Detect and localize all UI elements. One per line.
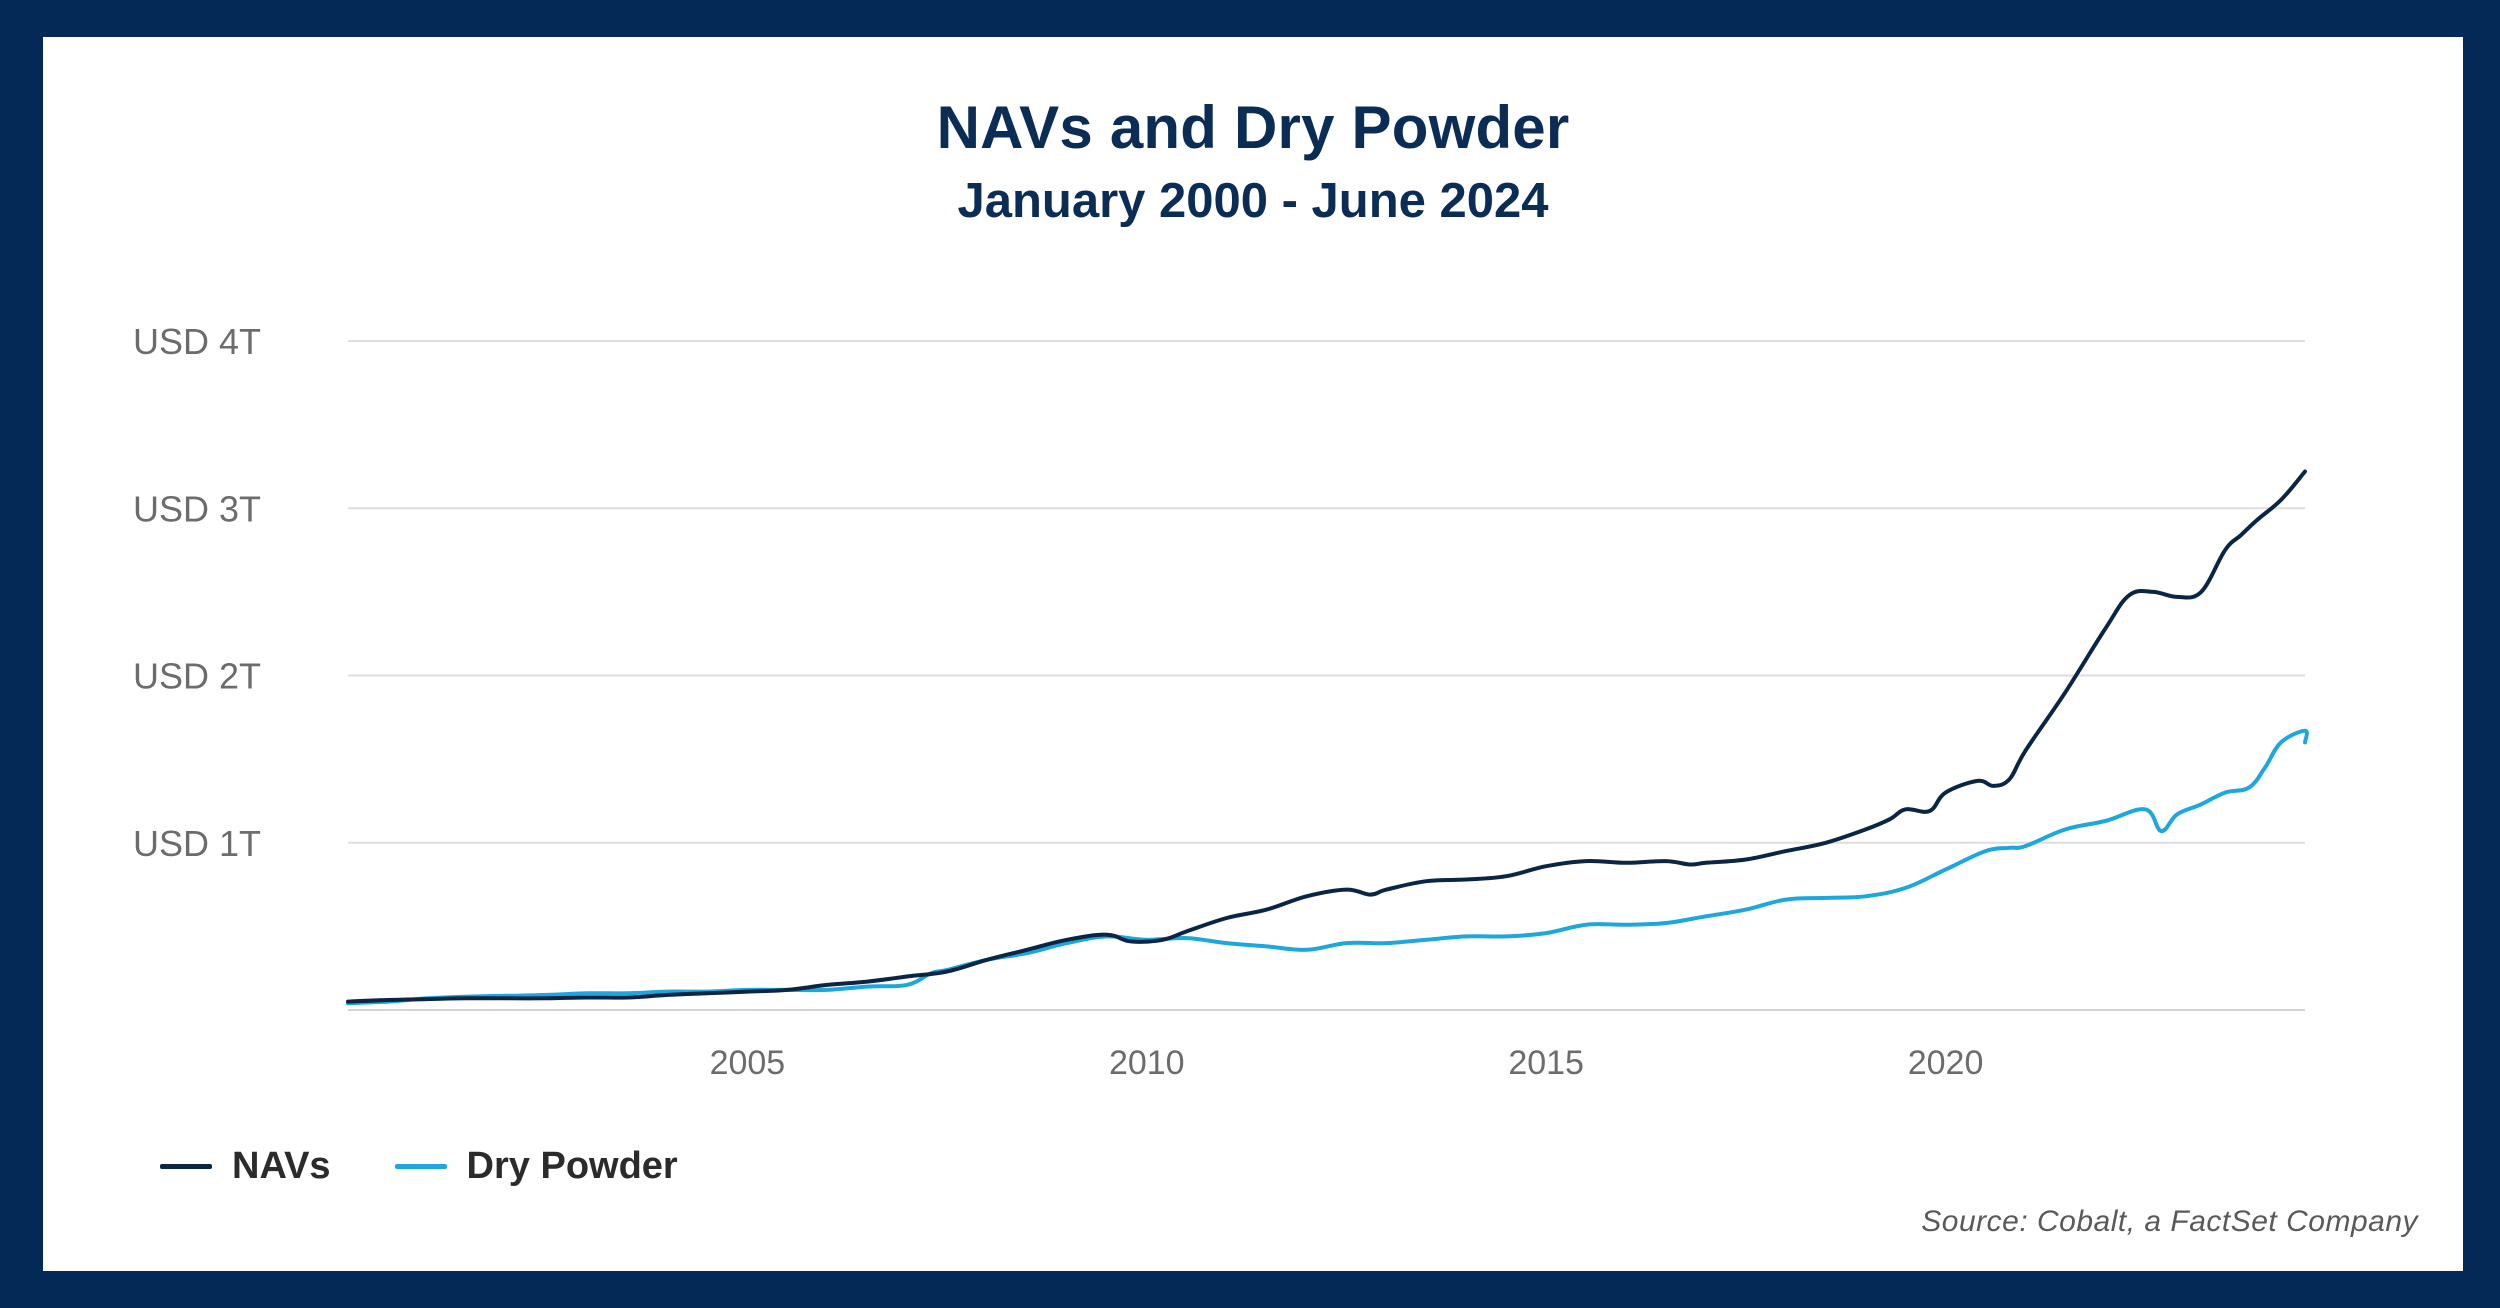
- y-tick-label: USD 1T: [133, 823, 261, 864]
- x-tick-label: 2010: [1109, 1044, 1185, 1082]
- x-tick-label: 2015: [1508, 1044, 1584, 1082]
- chart-title: NAVs and Dry Powder: [936, 94, 1570, 161]
- y-tick-label: USD 4T: [133, 321, 261, 362]
- x-axis-ticks: 2005 2010 2015 2020: [710, 1044, 1984, 1082]
- legend-swatch-dry-powder: [394, 1164, 447, 1169]
- x-tick-label: 2020: [1908, 1044, 1984, 1082]
- source-note: Source: Cobalt, a FactSet Company: [1921, 1205, 2418, 1238]
- y-tick-label: USD 2T: [133, 656, 261, 697]
- legend-swatch-navs: [160, 1164, 212, 1169]
- chart-card: NAVs and Dry Powder January 2000 - June …: [43, 37, 2463, 1271]
- legend-item-navs: NAVs: [160, 1145, 331, 1188]
- y-axis-ticks: USD 1T USD 2T USD 3T USD 4T: [133, 321, 261, 864]
- series-line-navs: [346, 469, 2307, 1004]
- y-tick-label: USD 3T: [133, 488, 261, 529]
- legend-item-dry-powder: Dry Powder: [394, 1145, 678, 1188]
- legend: NAVs Dry Powder: [160, 1145, 742, 1188]
- legend-label-dry-powder: Dry Powder: [466, 1145, 678, 1187]
- legend-label-navs: NAVs: [232, 1145, 331, 1187]
- series-lines: [346, 469, 2309, 1006]
- line-chart: USD 1T USD 2T USD 3T USD 4T 2005 2010 2015 202…: [133, 321, 2309, 1082]
- grid-lines: [348, 340, 2305, 1011]
- x-tick-label: 2005: [710, 1044, 786, 1082]
- chart-subtitle: January 2000 - June 2024: [957, 174, 1549, 228]
